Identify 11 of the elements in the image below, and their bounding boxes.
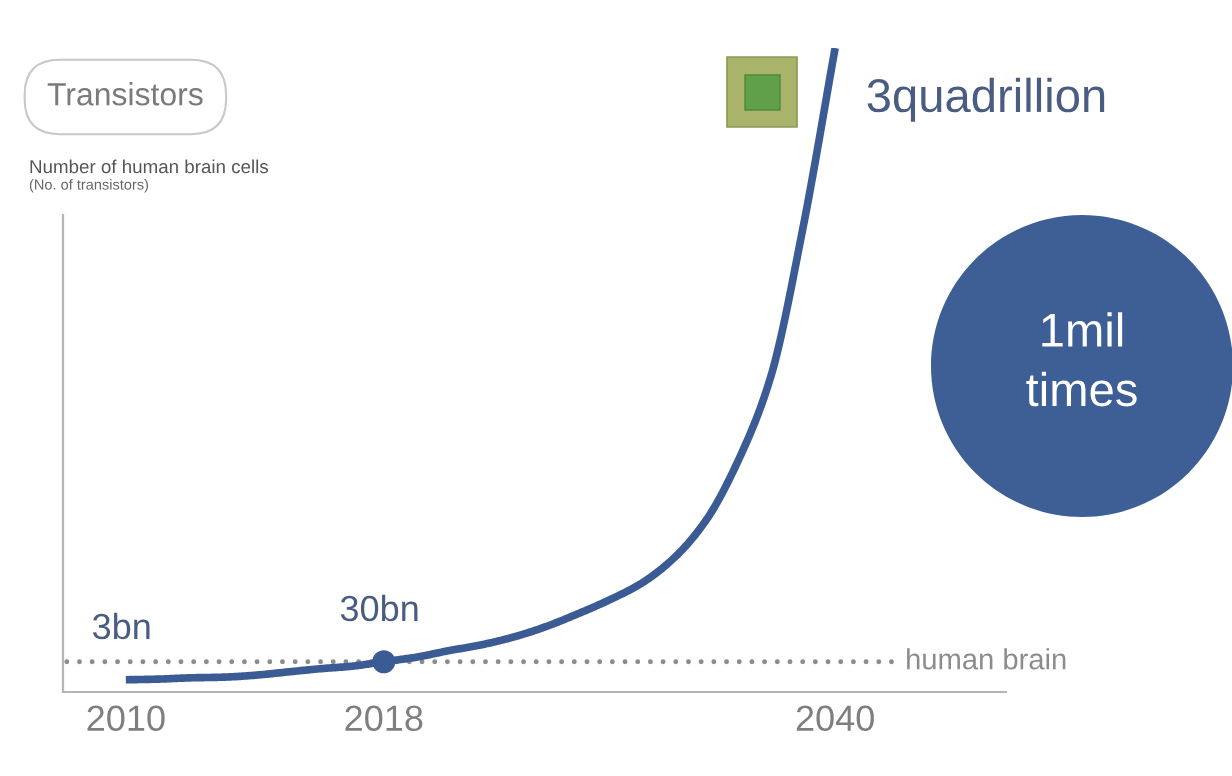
- annotation: 30bn: [340, 594, 418, 622]
- annotation: (No. of transistors): [29, 179, 149, 193]
- y-axis-title: Number of human brain cells: [30, 159, 269, 174]
- annotation: 3bn: [92, 612, 150, 640]
- x-tick-label: 2010: [87, 705, 165, 732]
- text: Transistors: [47, 82, 203, 106]
- text: 1mil times: [1026, 312, 1137, 407]
- x-tick-label: 2018: [345, 705, 423, 732]
- x-tick-label: 2040: [796, 705, 874, 732]
- annotation: 3quadrillion: [867, 77, 1105, 122]
- ref-line-label: human brain: [907, 648, 1066, 670]
